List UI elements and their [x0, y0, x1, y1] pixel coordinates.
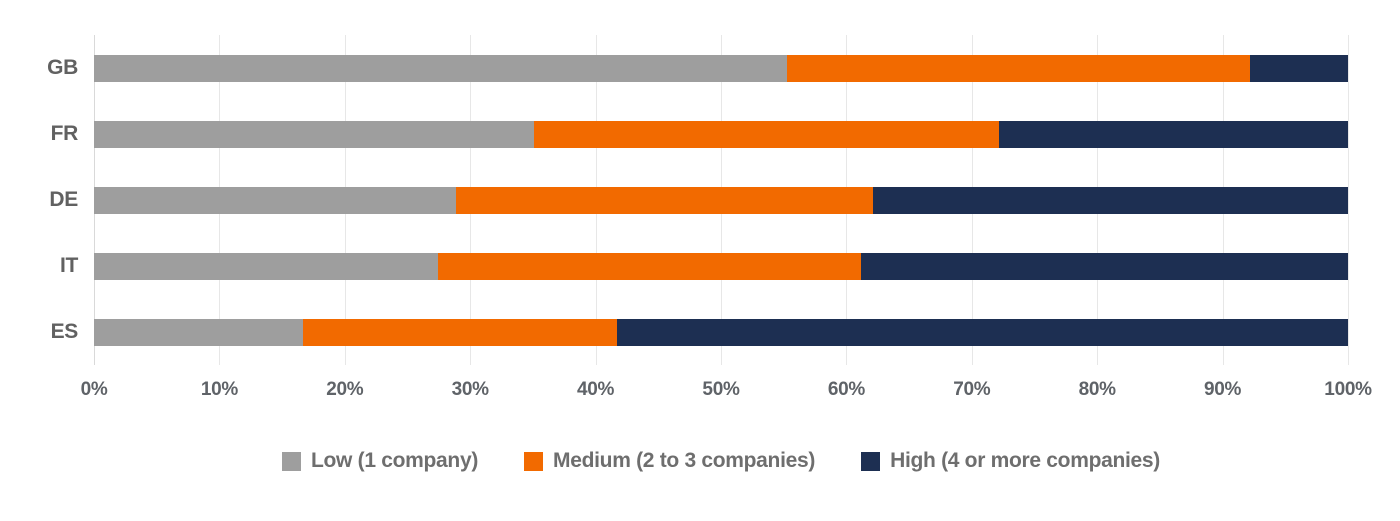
- x-tick-label-60: 60%: [827, 379, 865, 400]
- x-tick-label-80: 80%: [1078, 379, 1116, 400]
- legend-item-high: High (4 or more companies): [861, 449, 1160, 473]
- category-label-it: IT: [59, 254, 78, 277]
- bar-segment-fr-medium: [534, 120, 1000, 148]
- legend-item-medium: Medium (2 to 3 companies): [524, 449, 815, 473]
- x-tick-label-20: 20%: [326, 379, 364, 400]
- x-tick-label-40: 40%: [577, 379, 615, 400]
- bar-stack-es: [94, 318, 1348, 346]
- category-label-es: ES: [50, 320, 79, 343]
- x-axis-labels: 0% 10% 20% 30% 40% 50% 60% 70% 80% 90% 100%: [81, 379, 1372, 405]
- bar-row-de: [94, 167, 1348, 233]
- bar-segment-es-medium: [303, 318, 617, 346]
- legend-swatch-high: [861, 451, 881, 471]
- bar-segment-gb-high: [1250, 54, 1348, 82]
- x-tick-label-10: 10%: [200, 379, 238, 400]
- bar-segment-it-high: [861, 252, 1348, 280]
- bar-segment-de-medium: [456, 186, 873, 214]
- bar-segment-fr-low: [94, 120, 535, 148]
- bar-segment-es-low: [94, 318, 304, 346]
- category-label-de: DE: [49, 188, 78, 211]
- bar-segment-de-low: [94, 186, 457, 214]
- bar-segment-it-medium: [437, 252, 862, 280]
- bar-stack-de: [94, 186, 1348, 214]
- legend-label-low: Low (1 company): [311, 449, 479, 472]
- bar-segment-es-high: [616, 318, 1348, 346]
- bar-segment-de-high: [872, 186, 1348, 214]
- category-label-gb: GB: [47, 56, 78, 79]
- x-tick-label-90: 90%: [1204, 379, 1242, 400]
- legend-swatch-medium: [524, 451, 544, 471]
- x-tick-label-70: 70%: [953, 379, 991, 400]
- x-tick-label-50: 50%: [702, 379, 740, 400]
- category-label-fr: FR: [50, 122, 79, 145]
- bar-segment-gb-low: [94, 54, 788, 82]
- y-axis-labels: GB FR DE IT ES: [0, 35, 78, 365]
- bar-stack-fr: [94, 120, 1348, 148]
- x-tick-label-30: 30%: [451, 379, 489, 400]
- legend-label-high: High (4 or more companies): [890, 449, 1160, 472]
- bar-stack-it: [94, 252, 1348, 280]
- legend-label-medium: Medium (2 to 3 companies): [553, 449, 816, 472]
- legend-item-low: Low (1 company): [282, 449, 478, 473]
- gridline: [1348, 35, 1349, 365]
- bar-row-es: [94, 299, 1348, 365]
- bar-row-fr: [94, 101, 1348, 167]
- bar-row-it: [94, 233, 1348, 299]
- x-tick-label-0: 0%: [80, 379, 108, 400]
- bar-segment-fr-high: [999, 120, 1348, 148]
- bar-segment-gb-medium: [787, 54, 1251, 82]
- x-tick-label-100: 100%: [1324, 379, 1372, 400]
- bar-segment-it-low: [94, 252, 438, 280]
- bar-row-gb: [94, 35, 1348, 101]
- bar-rows: [94, 35, 1348, 365]
- legend-swatch-low: [282, 451, 301, 471]
- bar-stack-gb: [94, 54, 1348, 82]
- legend: Low (1 company) Medium (2 to 3 companies)…: [94, 443, 1348, 479]
- plot-area: [94, 35, 1349, 365]
